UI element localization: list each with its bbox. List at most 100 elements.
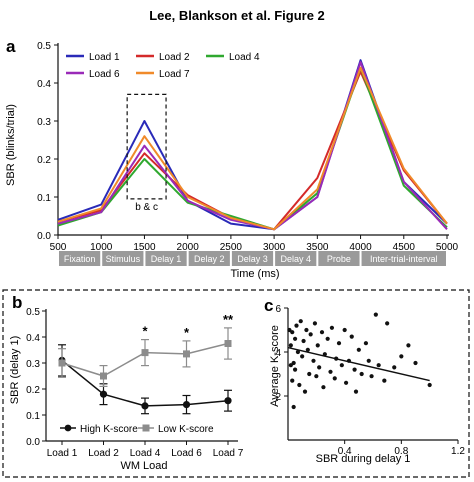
panel-a-x-tick-label: 1000: [90, 242, 113, 253]
legend-label: Load 4: [229, 52, 260, 63]
scatter-point: [304, 327, 309, 333]
scatter-point: [287, 327, 292, 333]
scatter-point: [298, 319, 303, 324]
scatter-point: [376, 363, 381, 368]
panel-c-y-axis-label: Average K-score: [269, 325, 281, 407]
legend-label: Load 2: [159, 52, 190, 63]
scatter-point: [290, 330, 295, 335]
data-point-circle: [141, 402, 149, 410]
panel-a-axes: 0.0 0.1 0.2 0.3 0.4 0.5 500 1000 1500 2000 2500 300…: [37, 41, 458, 253]
scatter-point: [302, 389, 308, 394]
data-point-square: [183, 350, 190, 358]
panel-b-y-tick-label: 0.0: [26, 437, 40, 448]
scatter-point: [325, 336, 330, 341]
panel-c: c 2 4 6 0.4 0.8 1.2 SBR during delay 1 Averag…: [264, 296, 465, 465]
scatter-point: [332, 376, 337, 381]
panel-a-y-tick-label: 0.4: [37, 79, 51, 90]
panel-a-letter: a: [6, 37, 16, 56]
scatter-point: [297, 382, 302, 388]
scatter-point: [342, 327, 347, 333]
panel-c-y-tick-label: 2: [275, 392, 281, 403]
epoch-label: Delay 3: [237, 254, 268, 264]
scatter-point: [328, 369, 333, 374]
epoch-segment: [318, 251, 360, 266]
panels-bc-dashed-frame: [2, 289, 470, 478]
scatter-point: [343, 380, 349, 385]
epoch-label: Delay 4: [280, 254, 311, 264]
scatter-point: [356, 347, 361, 352]
scatter-point: [399, 354, 404, 359]
data-point-square: [58, 359, 66, 367]
scatter-point: [427, 382, 432, 388]
panel-b-x-tick-label: Load 1: [47, 448, 78, 459]
panel-b-y-tick-label: 0.2: [26, 385, 40, 396]
significance-marker: *: [142, 324, 148, 339]
panel-c-y-tick-label: 6: [275, 304, 281, 315]
epoch-label: Probe: [327, 254, 351, 264]
data-point-circle: [99, 390, 108, 398]
data-point-square: [141, 349, 149, 357]
epoch-label: Stimulus: [106, 254, 141, 264]
legend-label: Load 7: [159, 69, 190, 80]
panel-a-legend: Load 1 Load 2 Load 4 Load 6 Load 7: [66, 52, 260, 80]
panel-b-axes: 0.0 0.1 0.2 0.3 0.4 0.5 Load 1 Load 2 Load 4 Load…: [26, 307, 244, 459]
panel-c-x-tick-label: 1.2: [451, 446, 465, 457]
scatter-point: [336, 341, 342, 346]
panel-b-x-tick-label: Load 2: [88, 448, 119, 459]
panel-a-x-tick-label: 500: [50, 242, 67, 253]
epoch-label: Delay 2: [194, 254, 225, 264]
legend-label: Low K-score: [158, 424, 214, 435]
panel-a-y-tick-label: 0.1: [37, 193, 51, 204]
data-point-circle: [182, 401, 191, 409]
panel-a-x-tick-label: 4500: [393, 242, 416, 253]
scatter-point: [292, 336, 298, 341]
epoch-label: Delay 1: [151, 254, 182, 264]
scatter-point: [301, 338, 306, 344]
panel-a-x-tick-label: 2000: [177, 242, 200, 253]
panel-b: b 0.0 0.1 0.2 0.3 0.4 0.5 Load 1 Load 2 Load 4 Lo…: [9, 293, 244, 472]
series-line-load-4: [57, 66, 448, 231]
epoch-segment: [231, 251, 274, 266]
data-point-square: [100, 372, 107, 380]
panel-c-axes: 2 4 6 0.4 0.8 1.2: [275, 304, 465, 457]
panel-a-y-axis-label: SBR (blinks/trial): [5, 104, 17, 186]
panel-c-x-tick-label: 0.4: [338, 446, 352, 457]
significance-marker: *: [184, 325, 190, 340]
scatter-point: [314, 374, 319, 379]
panel-c-fit-line: [287, 346, 430, 382]
panel-a-x-tick-label: 4000: [349, 242, 372, 253]
panel-a-x-tick-label: 1500: [133, 242, 156, 253]
series-line-load-2: [57, 70, 448, 231]
panel-a-y-tick-label: 0.2: [37, 155, 51, 166]
scatter-point: [315, 343, 320, 348]
epoch-segment: [188, 251, 230, 266]
scatter-point: [349, 334, 354, 339]
scatter-point: [288, 363, 293, 368]
panel-a-x-axis-label: Time (ms): [230, 268, 279, 280]
scatter-point: [292, 367, 298, 372]
panel-c-y-tick-label: 4: [275, 348, 281, 359]
panel-b-x-axis-label: WM Load: [120, 460, 167, 472]
regression-line: [287, 346, 430, 382]
scatter-point: [291, 404, 296, 410]
scatter-point: [373, 312, 378, 317]
panel-c-x-tick-label: 0.8: [394, 446, 408, 457]
panel-b-x-tick-label: Load 6: [171, 448, 202, 459]
panel-a: a 0.0 0.1 0.2 0.3 0.4 0.5 500 1000 1500 2000 2500 3…: [5, 37, 459, 280]
scatter-point: [319, 330, 325, 335]
panel-c-letter: c: [264, 296, 273, 315]
scatter-point: [359, 371, 364, 377]
scatter-point: [339, 363, 344, 368]
scatter-point: [295, 349, 301, 355]
scatter-point: [307, 371, 312, 377]
epoch-segment: [145, 251, 187, 266]
figure-title: Lee, Blankson et al. Figure 2: [149, 8, 325, 23]
scatter-point: [413, 360, 418, 366]
epoch-segment: [361, 251, 446, 266]
panel-b-y-tick-label: 0.5: [26, 307, 40, 318]
epoch-segment: [275, 251, 317, 266]
legend-swatch-marker: [142, 424, 150, 432]
scatter-point: [317, 365, 322, 370]
